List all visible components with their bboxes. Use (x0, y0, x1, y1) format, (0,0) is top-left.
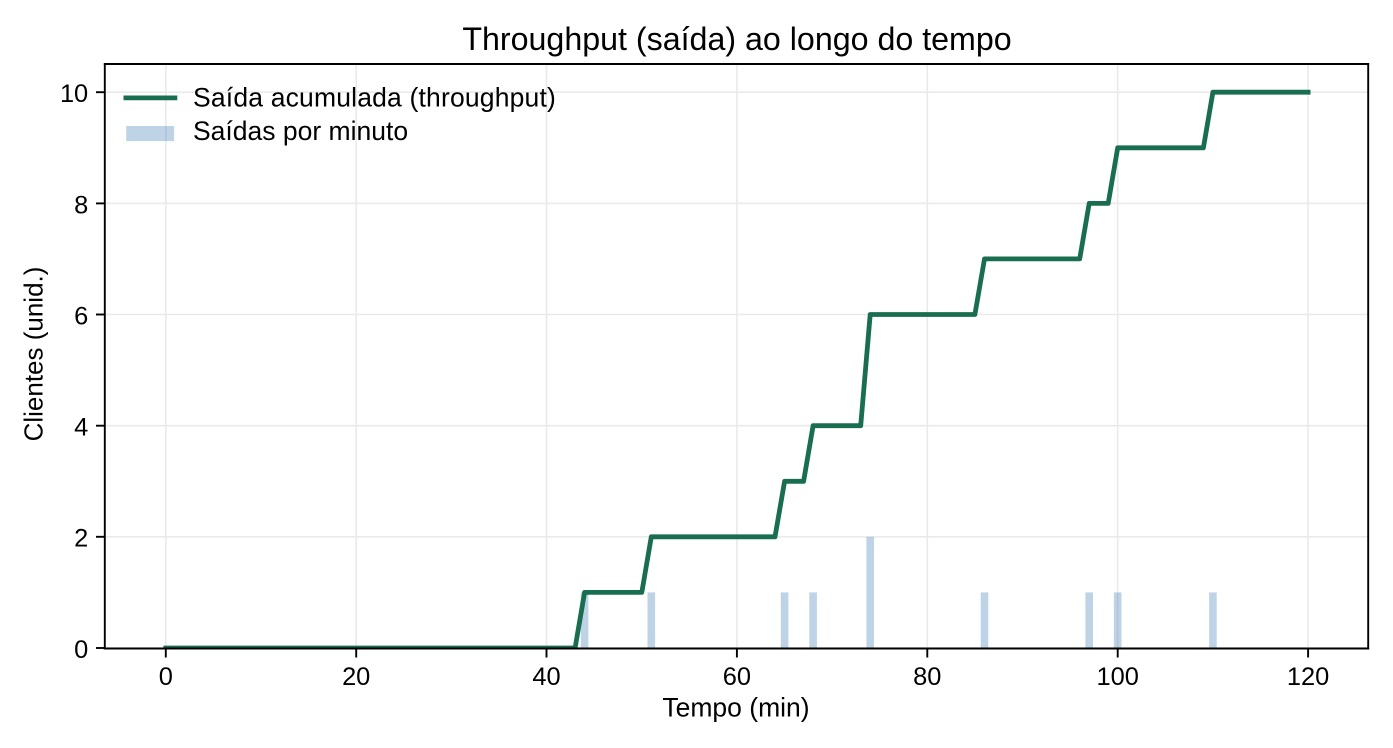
svg-text:Clientes (unid.): Clientes (unid.) (19, 267, 49, 442)
svg-text:Saídas por minuto: Saídas por minuto (193, 116, 408, 146)
svg-text:8: 8 (74, 191, 88, 219)
svg-text:120: 120 (1287, 663, 1329, 691)
svg-text:0: 0 (74, 636, 88, 664)
svg-text:Tempo (min): Tempo (min) (662, 693, 809, 723)
svg-text:20: 20 (342, 663, 370, 691)
svg-text:80: 80 (913, 663, 941, 691)
svg-text:Saída acumulada (throughput): Saída acumulada (throughput) (193, 83, 556, 113)
svg-text:6: 6 (74, 302, 88, 330)
svg-text:Throughput (saída) ao longo do: Throughput (saída) ao longo do tempo (462, 21, 1011, 57)
svg-text:60: 60 (723, 663, 751, 691)
svg-text:4: 4 (74, 414, 88, 442)
svg-text:0: 0 (159, 663, 173, 691)
svg-text:40: 40 (532, 663, 560, 691)
svg-text:100: 100 (1097, 663, 1139, 691)
svg-text:10: 10 (60, 80, 88, 108)
svg-text:2: 2 (74, 525, 88, 553)
